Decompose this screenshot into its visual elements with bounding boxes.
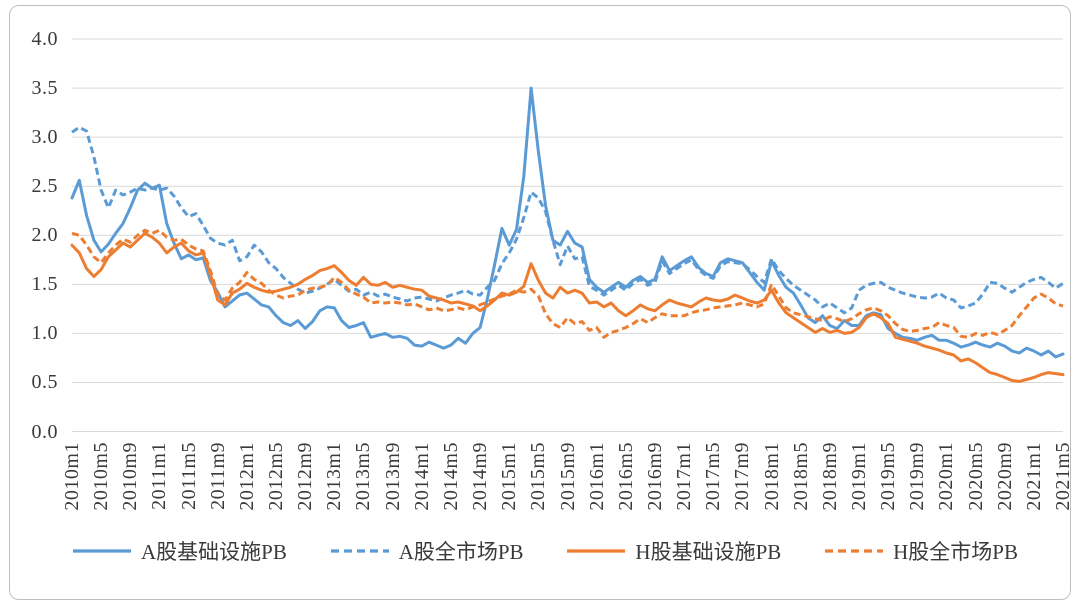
- x-axis-tick-label: 2012m9: [294, 442, 317, 511]
- legend-item-h-market-pb: H股全市场PB: [824, 536, 1018, 566]
- legend-label: A股基础设施PB: [141, 540, 287, 564]
- y-axis-tick-label: 2.5: [31, 175, 58, 198]
- y-axis-tick-label: 1.5: [31, 273, 58, 296]
- x-axis-tick-label: 2013m9: [381, 442, 404, 511]
- x-axis-tick-label: 2015m1: [498, 442, 521, 511]
- x-axis-tick-label: 2011m5: [177, 442, 200, 510]
- legend-item-a-infra-pb: A股基础设施PB: [72, 536, 287, 566]
- x-axis-tick-label: 2020m9: [993, 442, 1016, 511]
- legend-item-a-market-pb: A股全市场PB: [330, 536, 524, 566]
- series-line: [70, 86, 1065, 359]
- x-axis-tick-label: 2019m5: [877, 442, 900, 511]
- y-axis-tick-label: 0.0: [31, 420, 58, 443]
- x-axis-tick-label: 2019m1: [847, 442, 870, 511]
- x-axis-tick-label: 2015m9: [556, 442, 579, 511]
- y-axis-tick-label: 3.0: [31, 126, 58, 149]
- x-axis-tick-label: 2017m1: [673, 442, 696, 511]
- x-axis-tick-label: 2016m5: [614, 442, 637, 511]
- x-axis-tick-label: 2015m5: [527, 442, 550, 511]
- solid-line-icon: [73, 549, 131, 553]
- x-axis-tick-label: 2016m9: [643, 442, 666, 511]
- y-axis-tick-label: 0.5: [31, 371, 58, 394]
- x-axis-tick-label: 2018m5: [789, 442, 812, 511]
- x-axis-tick-label: 2020m5: [964, 442, 987, 511]
- x-axis-tick-label: 2014m5: [439, 442, 462, 511]
- x-axis-tick-label: 2019m9: [906, 442, 929, 511]
- x-axis-tick-label: 2010m9: [119, 442, 142, 511]
- dashed-line-icon: [825, 549, 884, 553]
- y-axis-tick-label: 3.5: [31, 77, 58, 100]
- legend-label: A股全市场PB: [398, 540, 524, 564]
- x-axis-tick-label: 2014m1: [410, 442, 433, 511]
- x-axis-tick-label: 2020m1: [935, 442, 958, 511]
- solid-line-icon: [567, 549, 626, 553]
- x-axis-tick-label: 2021m1: [1022, 442, 1045, 511]
- legend-label: H股基础设施PB: [635, 540, 782, 564]
- x-axis-tick-label: 2010m5: [90, 442, 113, 511]
- x-axis-tick-label: 2010m1: [61, 442, 83, 511]
- x-axis-tick-label: 2011m9: [206, 442, 229, 510]
- y-axis-tick-label: 2.0: [31, 224, 58, 247]
- dashed-line-icon: [330, 549, 389, 553]
- x-axis-tick-label: 2012m1: [235, 442, 258, 511]
- legend-label: H股全市场PB: [893, 540, 1018, 564]
- x-axis-tick-label: 2013m1: [323, 442, 346, 511]
- chart-frame: [9, 5, 1071, 600]
- legend-item-h-infra-pb: H股基础设施PB: [566, 536, 781, 566]
- x-axis-tick-label: 2014m9: [469, 442, 492, 511]
- x-axis-tick-label: 2016m1: [585, 442, 608, 511]
- x-axis-tick-label: 2018m1: [760, 442, 783, 511]
- y-axis-tick-label: 4.0: [31, 28, 58, 50]
- x-axis-tick-label: 2011m1: [148, 442, 171, 510]
- x-axis-tick-label: 2017m9: [731, 442, 754, 511]
- x-axis-tick-label: 2013m5: [352, 442, 375, 511]
- x-axis-tick-label: 2012m5: [265, 442, 288, 511]
- series-line: [71, 228, 1064, 339]
- series-line: [71, 125, 1064, 315]
- x-axis-tick-label: 2018m9: [818, 442, 841, 511]
- x-axis-tick-label: 2021m5: [1052, 442, 1074, 511]
- x-axis-tick-label: 2017m5: [702, 442, 725, 511]
- series-line: [70, 231, 1065, 383]
- y-axis-tick-label: 1.0: [31, 322, 58, 345]
- legend: A股基础设施PB A股全市场PB H股基础设施PB H股全市场PB: [72, 536, 1018, 566]
